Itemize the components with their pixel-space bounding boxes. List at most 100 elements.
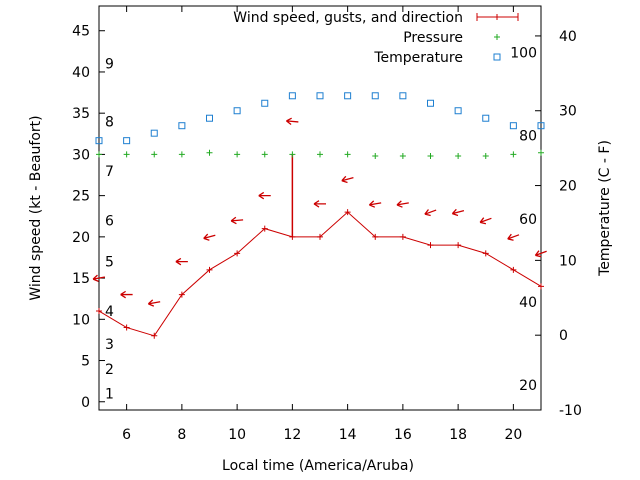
pressure-point [399,153,406,160]
y-left-tick-label: 45 [72,24,90,40]
wind-direction-arrow [258,191,271,200]
wind-speed-point [178,291,185,298]
temperature-point [482,114,490,122]
y-left-tick-label: 5 [81,354,90,370]
fahrenheit-label: 60 [519,212,537,228]
pressure-point [510,151,517,158]
temperature-point [427,99,434,107]
legend-wind-marker [476,13,519,21]
beaufort-label: 7 [105,164,114,180]
temperature-point [95,137,103,145]
temperature-point [371,92,379,100]
pressure-point [289,151,296,158]
y-left-tick-label: 25 [72,189,90,205]
x-tick-label: 14 [339,427,357,443]
wind-speed-point [344,209,351,216]
x-tick-label: 20 [504,427,522,443]
wind-speed-point [206,266,213,273]
temperature-point [150,129,158,137]
temperature-point [454,107,462,115]
x-tick-label: 10 [228,427,246,443]
y-left-tick-label: 0 [81,395,90,411]
beaufort-label: 3 [105,337,114,353]
y-left-tick-label: 35 [72,106,90,122]
pressure-point [538,149,544,156]
x-axis-title: Local time (America/Aruba) [222,458,414,474]
wind-speed-point [372,233,379,240]
beaufort-label: 4 [105,304,114,320]
y-axis-left-title: Wind speed (kt - Beaufort) [28,115,44,300]
beaufort-label: 9 [105,57,114,73]
wind-direction-arrow [313,200,326,208]
wind-direction-arrow [286,117,299,126]
wind-speed-point [399,233,406,240]
wind-direction-arrow [507,233,520,241]
x-tick-label: 12 [283,427,301,443]
pressure-point [206,149,213,156]
pressure-point [344,151,351,158]
y-left-tick-label: 10 [72,312,90,328]
temperature-point [233,107,241,115]
temperature-point [288,92,296,100]
beaufort-label: 1 [105,387,114,403]
wind-speed-point [317,233,323,240]
pressure-point [317,151,323,158]
pressure-point [151,151,158,158]
marks-layer [92,92,547,339]
wind-direction-arrow [451,208,465,217]
wind-direction-arrow [368,200,382,208]
temperature-point [344,92,352,100]
fahrenheit-label: 100 [510,46,537,62]
x-tick-label: 8 [177,427,186,443]
pressure-point [234,151,241,158]
wind-speed-point [455,242,462,249]
wind-direction-arrow [203,233,216,241]
legend-wind-label: Wind speed, gusts, and direction [233,10,463,26]
temperature-point [509,122,517,130]
wind-direction-arrow [120,290,133,299]
wind-direction-arrow [230,216,244,225]
beaufort-label: 8 [105,114,114,130]
pressure-point [178,151,185,158]
wind-speed-point [427,242,434,249]
y-right-tick-label: 20 [559,179,577,195]
pressure-point [455,153,462,160]
beaufort-label: 5 [105,255,114,271]
x-tick-label: 18 [449,427,467,443]
pressure-point [96,151,102,158]
wind-speed-point [151,332,158,339]
fahrenheit-label: 80 [519,129,537,145]
legend-temperature-label: Temperature [373,50,463,66]
wind-speed-point [510,266,517,273]
plot-frame [98,5,542,411]
temperature-point [123,137,131,145]
pressure-point [372,153,379,160]
legend-pressure-marker [494,34,500,40]
temperature-point [316,92,324,100]
y-left-tick-label: 30 [72,147,90,163]
temperature-point [261,99,269,107]
temperature-point [537,122,545,130]
beaufort-label: 6 [105,213,114,229]
wind-direction-arrow [396,200,409,208]
wind-direction-arrow [92,274,106,283]
y-right-tick-label: 10 [559,253,577,269]
wind-speed-point [482,250,489,257]
wind-direction-arrow [147,299,161,307]
pressure-point [123,151,130,158]
temperature-point [399,92,407,100]
y-axis-right-title: Temperature (C - F) [597,140,613,277]
pressure-point [427,153,434,160]
legend-layer: Wind speed, gusts, and direction Pressure… [233,10,519,66]
x-tick-label: 6 [122,427,131,443]
wind-speed-point [538,283,544,290]
pressure-point [261,151,268,158]
wind-direction-arrow [479,217,492,225]
y-right-tick-label: 40 [559,29,577,45]
y-left-tick-label: 15 [72,271,90,287]
fahrenheit-label: 20 [519,378,537,394]
temperature-point [206,114,213,122]
x-tick-label: 16 [394,427,412,443]
